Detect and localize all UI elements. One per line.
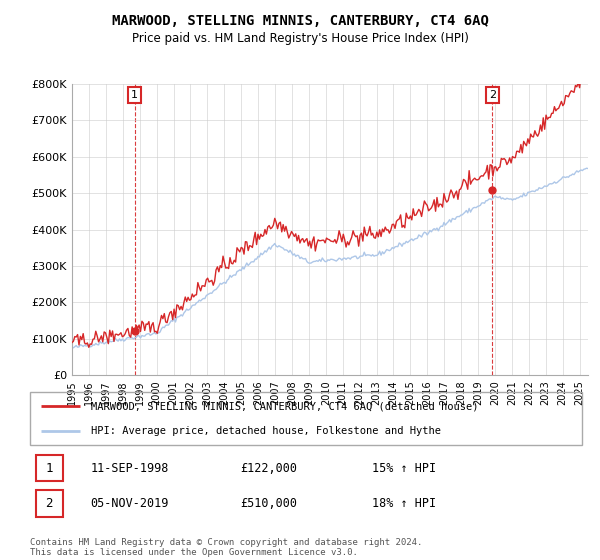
Text: 15% ↑ HPI: 15% ↑ HPI: [372, 461, 436, 474]
Text: 2: 2: [489, 90, 496, 100]
Text: Contains HM Land Registry data © Crown copyright and database right 2024.
This d: Contains HM Land Registry data © Crown c…: [30, 538, 422, 557]
Text: MARWOOD, STELLING MINNIS, CANTERBURY, CT4 6AQ (detached house): MARWOOD, STELLING MINNIS, CANTERBURY, CT…: [91, 402, 478, 412]
Text: £122,000: £122,000: [240, 461, 297, 474]
Text: 2: 2: [46, 497, 53, 510]
FancyBboxPatch shape: [35, 491, 63, 517]
Text: 11-SEP-1998: 11-SEP-1998: [91, 461, 169, 474]
Text: MARWOOD, STELLING MINNIS, CANTERBURY, CT4 6AQ: MARWOOD, STELLING MINNIS, CANTERBURY, CT…: [112, 14, 488, 28]
Text: 18% ↑ HPI: 18% ↑ HPI: [372, 497, 436, 510]
FancyBboxPatch shape: [35, 455, 63, 481]
Text: 1: 1: [131, 90, 138, 100]
Text: 05-NOV-2019: 05-NOV-2019: [91, 497, 169, 510]
Text: Price paid vs. HM Land Registry's House Price Index (HPI): Price paid vs. HM Land Registry's House …: [131, 32, 469, 45]
Text: £510,000: £510,000: [240, 497, 297, 510]
Text: HPI: Average price, detached house, Folkestone and Hythe: HPI: Average price, detached house, Folk…: [91, 426, 441, 436]
Text: 1: 1: [46, 461, 53, 474]
